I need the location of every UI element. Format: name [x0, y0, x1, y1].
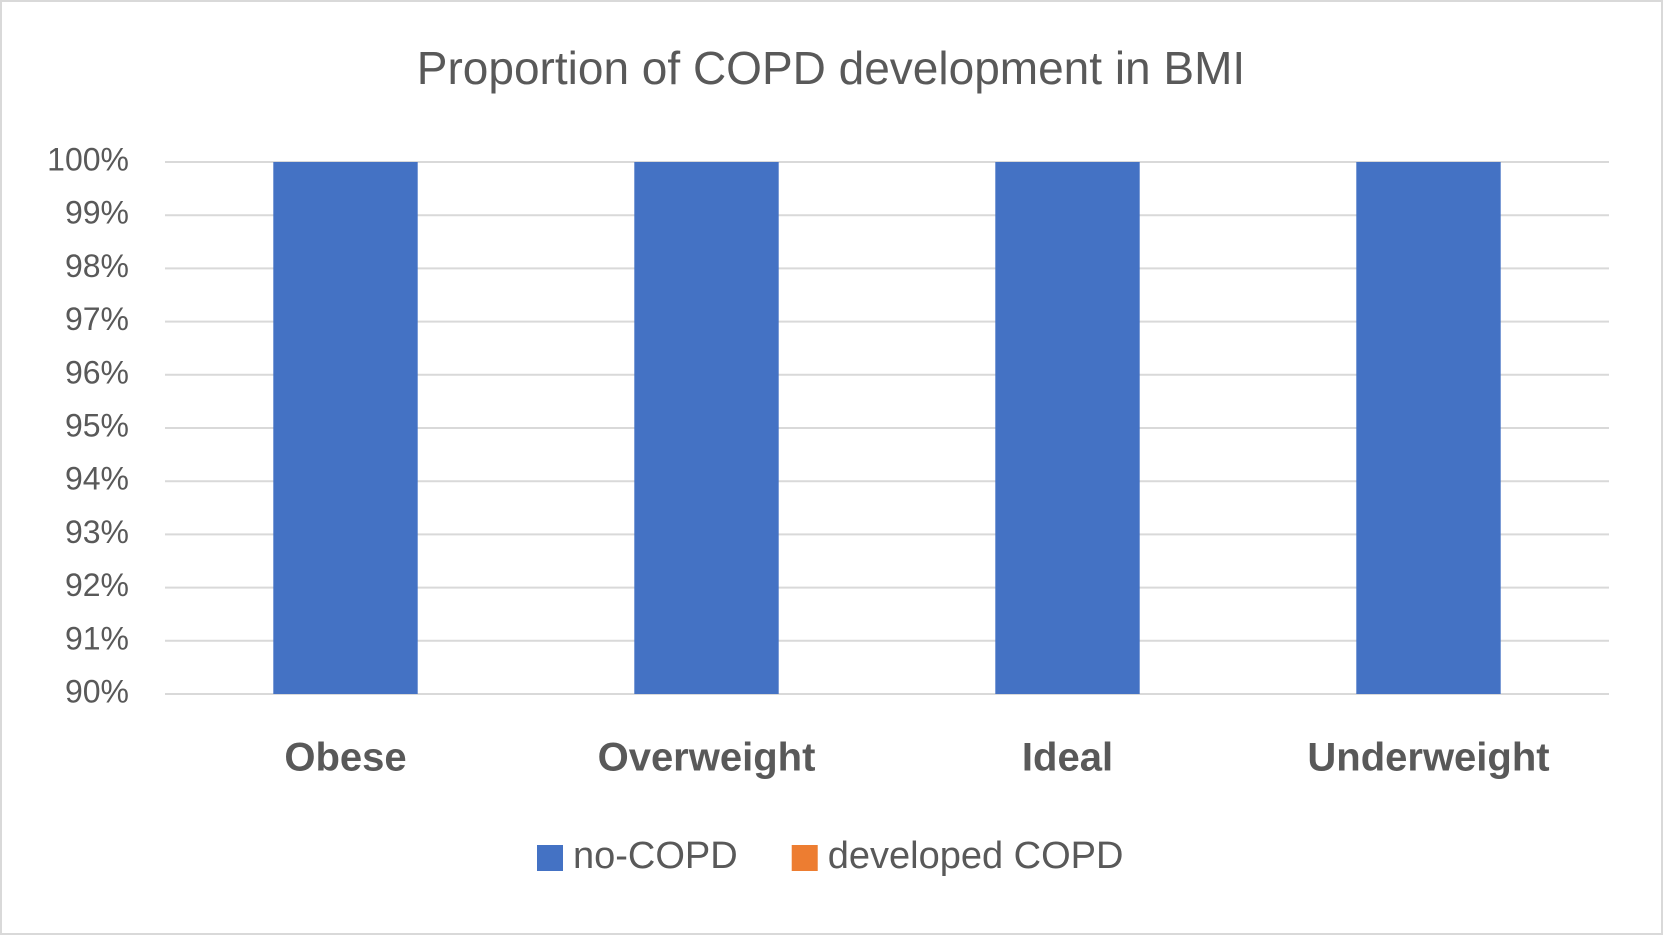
legend-swatch [537, 845, 563, 871]
legend-label: no-COPD [573, 835, 738, 877]
y-tick-label: 100% [47, 141, 129, 177]
bar-segment [273, 162, 418, 694]
x-tick-label: Underweight [1307, 736, 1549, 780]
y-tick-label: 95% [65, 407, 129, 443]
y-tick-label: 98% [65, 248, 129, 284]
legend-swatch [791, 845, 818, 871]
y-tick-label: 99% [65, 195, 129, 231]
bar-segment [1356, 162, 1501, 694]
legend-label: developed COPD [828, 835, 1124, 877]
x-tick-label: Overweight [598, 736, 816, 780]
bar-segment [995, 162, 1140, 694]
y-tick-label: 96% [65, 354, 129, 390]
bar-segment [634, 162, 779, 694]
y-tick-label: 97% [65, 301, 129, 337]
x-tick-label: Obese [284, 736, 406, 780]
y-tick-label: 93% [65, 514, 129, 550]
y-tick-label: 90% [65, 673, 129, 709]
x-tick-label: Ideal [1022, 736, 1113, 780]
y-tick-label: 92% [65, 567, 129, 603]
y-tick-label: 91% [65, 620, 129, 656]
chart-title: Proportion of COPD development in BMI [417, 42, 1245, 94]
y-tick-label: 94% [65, 461, 129, 497]
